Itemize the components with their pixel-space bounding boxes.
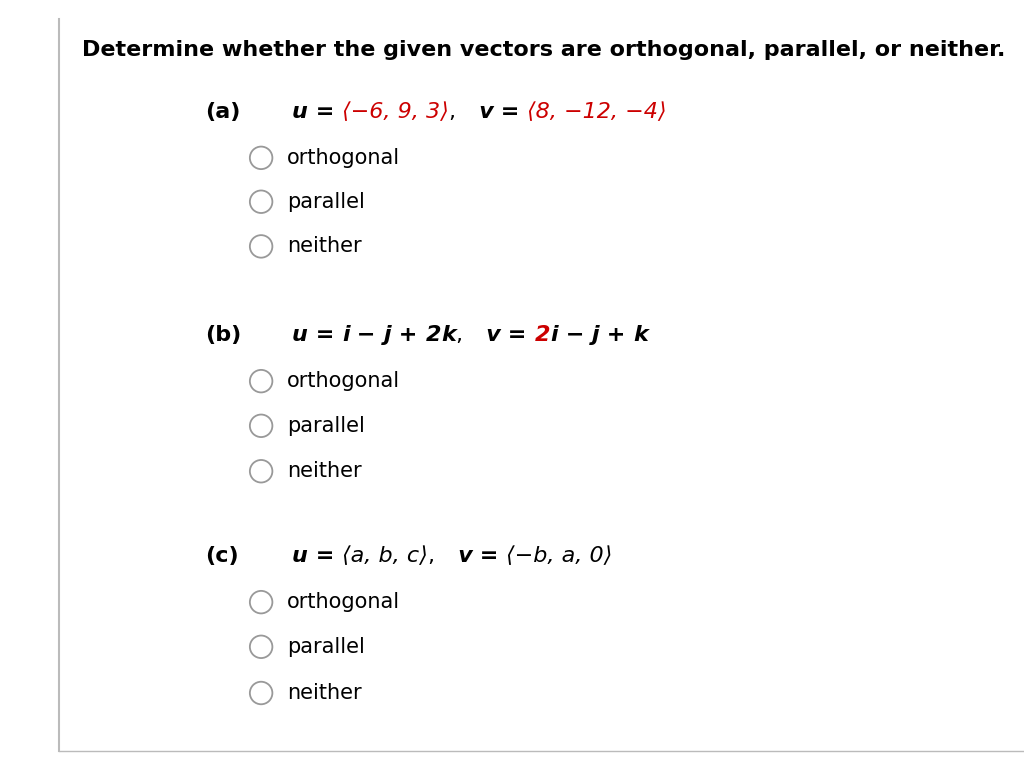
Text: =: =: [501, 325, 535, 345]
Text: u: u: [292, 546, 308, 566]
Text: parallel: parallel: [287, 637, 365, 657]
Text: orthogonal: orthogonal: [287, 592, 399, 612]
Text: +: +: [599, 325, 634, 345]
Text: orthogonal: orthogonal: [287, 371, 399, 391]
Text: i: i: [550, 325, 558, 345]
Text: v: v: [434, 546, 472, 566]
Text: (a): (a): [205, 102, 241, 122]
Text: j: j: [592, 325, 599, 345]
Text: 2: 2: [535, 325, 550, 345]
Text: ⟨−b, a, 0⟩: ⟨−b, a, 0⟩: [507, 546, 612, 566]
Text: −: −: [349, 325, 384, 345]
Text: =: =: [494, 102, 527, 122]
Text: k: k: [441, 325, 456, 345]
Text: k: k: [634, 325, 648, 345]
Text: v: v: [463, 325, 501, 345]
Text: neither: neither: [287, 683, 361, 703]
Text: ,: ,: [428, 546, 434, 566]
Text: =: =: [472, 546, 507, 566]
Text: 2: 2: [425, 325, 441, 345]
Text: neither: neither: [287, 236, 361, 256]
Text: =: =: [308, 102, 342, 122]
Text: +: +: [391, 325, 425, 345]
Text: Determine whether the given vectors are orthogonal, parallel, or neither.: Determine whether the given vectors are …: [82, 40, 1006, 60]
Text: parallel: parallel: [287, 192, 365, 212]
Text: parallel: parallel: [287, 416, 365, 436]
Text: j: j: [384, 325, 391, 345]
Text: ,: ,: [456, 325, 463, 345]
Text: ,: ,: [449, 102, 456, 122]
Text: orthogonal: orthogonal: [287, 148, 399, 168]
Text: ⟨a, b, c⟩: ⟨a, b, c⟩: [342, 546, 428, 566]
Text: (b): (b): [205, 325, 241, 345]
Text: v: v: [456, 102, 494, 122]
Text: i: i: [342, 325, 349, 345]
Text: neither: neither: [287, 461, 361, 481]
Text: (c): (c): [205, 546, 239, 566]
Text: =: =: [308, 546, 342, 566]
Text: u: u: [292, 325, 308, 345]
Text: =: =: [308, 325, 342, 345]
Text: −: −: [558, 325, 592, 345]
Text: ⟨−6, 9, 3⟩: ⟨−6, 9, 3⟩: [342, 102, 449, 122]
Text: u: u: [292, 102, 308, 122]
Text: ⟨8, −12, −4⟩: ⟨8, −12, −4⟩: [527, 102, 667, 122]
